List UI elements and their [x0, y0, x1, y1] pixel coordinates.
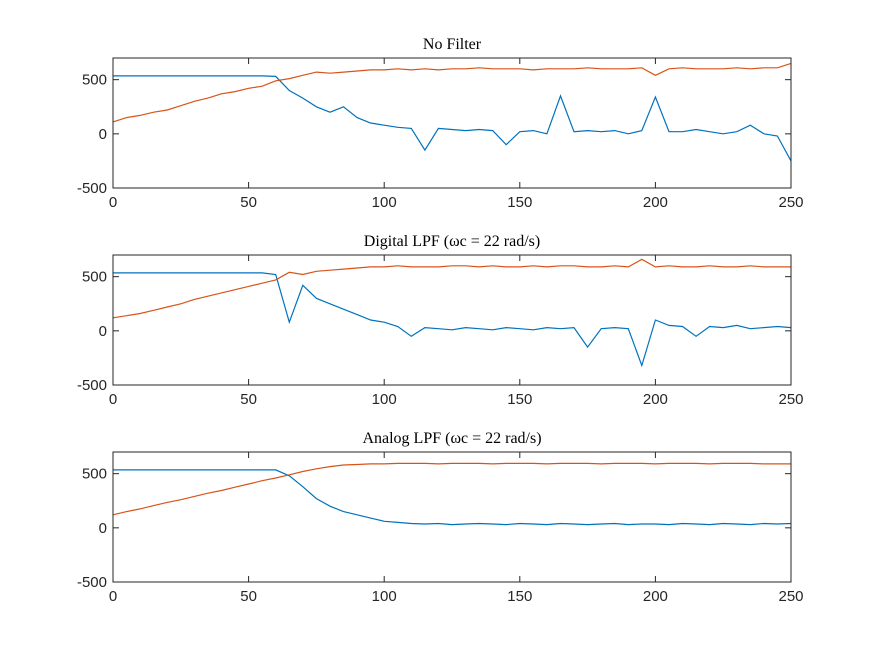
x-tick-label: 250	[778, 588, 803, 605]
x-tick-label: 150	[507, 391, 532, 408]
subplot: Analog LPF (ωc = 22 rad/s) 0 50 100 150 200 25…	[77, 430, 804, 605]
x-tick-label: 250	[778, 194, 803, 211]
line-series	[112, 462, 791, 516]
plot-area	[113, 452, 791, 582]
plot-area	[113, 58, 791, 188]
y-tick-label: -500	[77, 377, 107, 394]
y-tick-label: -500	[77, 180, 107, 197]
x-tick-label: 50	[240, 588, 257, 605]
line-series	[113, 75, 792, 162]
plot-area	[113, 255, 791, 385]
x-tick-label: 200	[643, 588, 668, 605]
axes-box	[112, 451, 792, 583]
x-tick-label: 150	[507, 194, 532, 211]
axes-box	[112, 57, 792, 189]
subplot-title: Analog LPF (ωc = 22 rad/s)	[362, 430, 541, 447]
x-tick-label: 100	[372, 391, 397, 408]
x-tick-label: 0	[109, 391, 117, 408]
y-tick-label: 0	[99, 126, 107, 143]
y-tick-label: 500	[82, 269, 107, 286]
subplot: Digital LPF (ωc = 22 rad/s) 0 50 100 150 200 2…	[77, 233, 804, 408]
line-series	[113, 469, 792, 526]
x-tick-label: 150	[507, 588, 532, 605]
y-tick-label: 500	[82, 466, 107, 483]
x-tick-label: 200	[643, 391, 668, 408]
axes-box	[112, 254, 792, 386]
x-tick-label: 100	[372, 194, 397, 211]
y-tick-label: 0	[99, 520, 107, 537]
y-tick-label: 0	[99, 323, 107, 340]
x-tick-label: 200	[643, 194, 668, 211]
line-series	[112, 62, 792, 123]
line-series	[113, 272, 792, 368]
y-tick-label: -500	[77, 574, 107, 591]
x-tick-label: 100	[372, 588, 397, 605]
subplot-title: No Filter	[423, 36, 482, 53]
x-tick-label: 50	[240, 391, 257, 408]
line-series	[112, 258, 791, 319]
y-tick-label: 500	[82, 72, 107, 89]
x-tick-label: 50	[240, 194, 257, 211]
x-tick-label: 250	[778, 391, 803, 408]
x-tick-label: 0	[109, 588, 117, 605]
subplot-title: Digital LPF (ωc = 22 rad/s)	[364, 233, 540, 250]
x-tick-label: 0	[109, 194, 117, 211]
